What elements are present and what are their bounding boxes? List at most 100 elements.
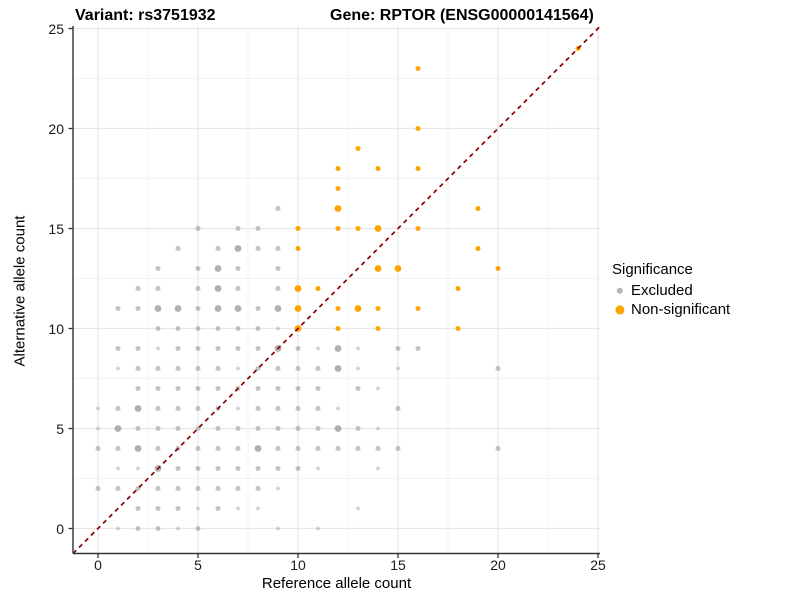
data-point-excluded bbox=[415, 346, 421, 351]
data-point-excluded bbox=[135, 506, 141, 511]
data-point-excluded bbox=[195, 266, 201, 271]
data-point-excluded bbox=[274, 305, 282, 312]
data-point-excluded bbox=[215, 426, 221, 431]
data-point-excluded bbox=[215, 246, 221, 251]
data-point-excluded bbox=[235, 326, 241, 331]
data-point-excluded bbox=[195, 366, 201, 371]
data-point-excluded bbox=[116, 526, 120, 531]
data-point-excluded bbox=[275, 446, 281, 451]
data-point-excluded bbox=[255, 326, 261, 331]
x-tick-label: 15 bbox=[390, 557, 406, 573]
data-point-non-significant bbox=[294, 305, 302, 312]
data-point-excluded bbox=[195, 326, 201, 331]
data-point-excluded bbox=[175, 366, 181, 371]
data-point-excluded bbox=[116, 466, 120, 471]
data-point-excluded bbox=[316, 346, 320, 351]
x-axis-title: Reference allele count bbox=[261, 575, 412, 592]
data-point-excluded bbox=[155, 486, 161, 491]
data-point-excluded bbox=[355, 426, 361, 431]
data-point-excluded bbox=[376, 426, 380, 431]
y-axis-title: Alternative allele count bbox=[11, 215, 29, 367]
data-point-non-significant bbox=[375, 306, 381, 311]
x-tick-label: 20 bbox=[490, 557, 506, 573]
data-point-excluded bbox=[195, 226, 201, 231]
data-point-excluded bbox=[334, 345, 342, 352]
data-point-excluded bbox=[155, 366, 161, 371]
data-point-excluded bbox=[235, 226, 241, 231]
data-point-excluded bbox=[155, 506, 161, 511]
data-point-non-significant bbox=[415, 126, 421, 131]
data-point-excluded bbox=[236, 366, 240, 371]
y-tick-label: 0 bbox=[56, 520, 64, 537]
data-point-excluded bbox=[356, 506, 360, 511]
data-point-non-significant bbox=[335, 166, 341, 171]
data-point-excluded bbox=[175, 386, 181, 391]
data-point-excluded bbox=[356, 366, 360, 371]
data-point-excluded bbox=[275, 366, 281, 371]
data-point-excluded bbox=[255, 346, 261, 351]
gene-title: Gene: RPTOR (ENSG00000141564) bbox=[330, 7, 594, 24]
data-point-excluded bbox=[155, 286, 161, 291]
data-point-excluded bbox=[115, 346, 121, 351]
data-point-excluded bbox=[316, 466, 320, 471]
data-point-excluded bbox=[275, 406, 281, 411]
excluded-key-dot-icon bbox=[612, 283, 628, 299]
data-point-non-significant bbox=[415, 66, 421, 71]
data-point-excluded bbox=[275, 386, 281, 391]
y-tick-label: 20 bbox=[48, 120, 64, 137]
data-point-excluded bbox=[495, 366, 501, 371]
data-point-excluded bbox=[254, 445, 262, 452]
data-point-non-significant bbox=[455, 326, 461, 331]
data-point-excluded bbox=[135, 366, 141, 371]
data-point-excluded bbox=[355, 446, 361, 451]
data-point-excluded bbox=[275, 246, 281, 251]
data-point-excluded bbox=[134, 405, 142, 412]
data-point-excluded bbox=[295, 346, 301, 351]
data-point-excluded bbox=[175, 506, 181, 511]
data-point-non-significant bbox=[355, 226, 361, 231]
data-point-excluded bbox=[336, 406, 340, 411]
data-point-excluded bbox=[334, 365, 342, 372]
data-point-excluded bbox=[356, 346, 360, 351]
data-point-non-significant bbox=[294, 285, 302, 292]
data-point-excluded bbox=[275, 426, 281, 431]
data-point-excluded bbox=[255, 486, 261, 491]
data-point-excluded bbox=[315, 386, 321, 391]
data-point-excluded bbox=[115, 406, 121, 411]
data-point-excluded bbox=[276, 526, 280, 531]
data-point-excluded bbox=[155, 446, 161, 451]
data-point-non-significant bbox=[495, 266, 501, 271]
data-point-excluded bbox=[395, 406, 401, 411]
y-tick-label: 10 bbox=[48, 320, 64, 337]
data-point-excluded bbox=[235, 286, 241, 291]
identity-line bbox=[72, 25, 602, 555]
data-point-excluded bbox=[376, 466, 380, 471]
data-point-excluded bbox=[295, 426, 301, 431]
data-point-excluded bbox=[215, 446, 221, 451]
data-point-excluded bbox=[115, 486, 121, 491]
data-point-non-significant bbox=[335, 226, 341, 231]
data-point-excluded bbox=[215, 466, 221, 471]
data-point-excluded bbox=[116, 366, 120, 371]
data-point-non-significant bbox=[375, 166, 381, 171]
y-tick-label: 5 bbox=[56, 420, 64, 437]
data-point-excluded bbox=[175, 346, 181, 351]
x-tick-label: 5 bbox=[194, 557, 202, 573]
data-point-excluded bbox=[135, 526, 141, 531]
data-point-excluded bbox=[115, 446, 121, 451]
data-point-excluded bbox=[175, 326, 181, 331]
data-point-excluded bbox=[115, 306, 121, 311]
data-point-excluded bbox=[135, 426, 141, 431]
data-point-excluded bbox=[255, 246, 261, 251]
data-point-excluded bbox=[135, 306, 141, 311]
data-point-non-significant bbox=[415, 226, 421, 231]
data-point-excluded bbox=[155, 406, 161, 411]
data-point-excluded bbox=[155, 426, 161, 431]
data-point-excluded bbox=[215, 386, 221, 391]
data-point-excluded bbox=[234, 245, 242, 252]
data-point-excluded bbox=[196, 506, 200, 511]
data-point-excluded bbox=[136, 466, 140, 471]
data-point-non-significant bbox=[295, 246, 301, 251]
data-point-excluded bbox=[396, 366, 400, 371]
data-point-excluded bbox=[375, 446, 381, 451]
